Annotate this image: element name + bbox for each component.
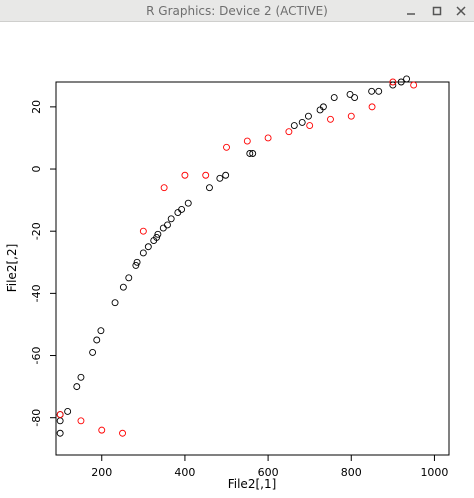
data-point: [410, 81, 418, 89]
x-tick-label: 800: [341, 466, 362, 479]
y-tick-label: 20: [30, 100, 43, 114]
data-point: [153, 233, 161, 241]
data-point: [159, 224, 167, 232]
data-point: [347, 112, 355, 120]
data-point: [351, 94, 359, 101]
data-point: [178, 205, 186, 213]
minimize-button[interactable]: [402, 2, 420, 20]
data-point: [304, 112, 312, 120]
data-point: [403, 75, 411, 83]
data-point: [327, 115, 334, 123]
data-point: [160, 184, 168, 192]
data-point: [264, 134, 272, 142]
data-point: [389, 78, 397, 86]
data-point: [285, 128, 293, 136]
window-titlebar[interactable]: R Graphics: Device 2 (ACTIVE): [0, 0, 474, 22]
data-point: [56, 411, 64, 419]
data-points: [56, 75, 418, 437]
data-point: [132, 261, 140, 269]
y-tick-label: -60: [30, 347, 43, 365]
maximize-icon: [432, 6, 442, 16]
data-point: [249, 150, 257, 157]
data-point: [139, 249, 147, 257]
data-point: [125, 274, 133, 282]
data-point: [243, 137, 251, 145]
data-point: [184, 199, 192, 207]
data-point: [154, 230, 162, 238]
data-point: [77, 417, 85, 425]
data-point: [167, 215, 175, 223]
data-point: [181, 171, 189, 179]
x-tick-label: 1000: [420, 466, 448, 479]
data-point: [246, 150, 254, 157]
data-point: [368, 87, 376, 95]
data-point: [98, 426, 106, 434]
x-axis-label: File2[,1]: [228, 477, 277, 491]
data-point: [397, 78, 405, 86]
x-axis: 200 400 600 800 1000: [91, 455, 448, 479]
data-point: [319, 103, 327, 111]
data-point: [119, 429, 126, 437]
data-point: [164, 221, 171, 229]
plot-frame: [55, 81, 450, 456]
x-tick-label: 400: [174, 466, 195, 479]
close-button[interactable]: [452, 2, 470, 20]
x-tick-label: 200: [91, 466, 112, 479]
data-point: [216, 174, 224, 182]
data-point: [56, 417, 64, 425]
data-point: [56, 429, 64, 437]
data-point: [223, 143, 230, 151]
data-point: [298, 118, 306, 126]
data-point: [206, 184, 213, 192]
data-point: [202, 171, 210, 179]
data-point: [64, 408, 72, 415]
y-tick-label: 0: [30, 166, 43, 173]
y-axis-label: File2[,2]: [5, 244, 19, 293]
minimize-icon: [407, 13, 415, 15]
close-icon: [456, 6, 466, 16]
y-tick-label: -20: [30, 222, 43, 240]
data-point: [346, 90, 354, 98]
data-point: [111, 299, 119, 307]
data-point: [306, 122, 314, 129]
data-point: [375, 87, 383, 95]
window-title: R Graphics: Device 2 (ACTIVE): [146, 4, 328, 18]
y-tick-label: -40: [30, 284, 43, 302]
data-point: [89, 348, 97, 356]
data-point: [97, 327, 105, 335]
maximize-button[interactable]: [428, 2, 446, 20]
data-point: [77, 373, 85, 381]
data-point: [174, 209, 182, 217]
data-point: [73, 383, 81, 391]
data-point: [133, 258, 141, 266]
data-point: [290, 122, 298, 129]
x-tick-label: 600: [258, 466, 279, 479]
data-point: [139, 227, 147, 235]
y-tick-label: -80: [30, 409, 43, 427]
scatter-plot: 200 400 600 800 1000 200-20-40-60-80 File2[,…: [5, 75, 450, 491]
data-point: [144, 243, 152, 251]
data-point: [119, 283, 127, 291]
data-point: [330, 94, 338, 101]
data-point: [389, 81, 397, 89]
y-axis: 20 0 -20 -40 -60 -80: [30, 100, 56, 427]
data-point: [93, 336, 101, 344]
data-point: [222, 171, 230, 179]
data-point: [368, 103, 376, 111]
